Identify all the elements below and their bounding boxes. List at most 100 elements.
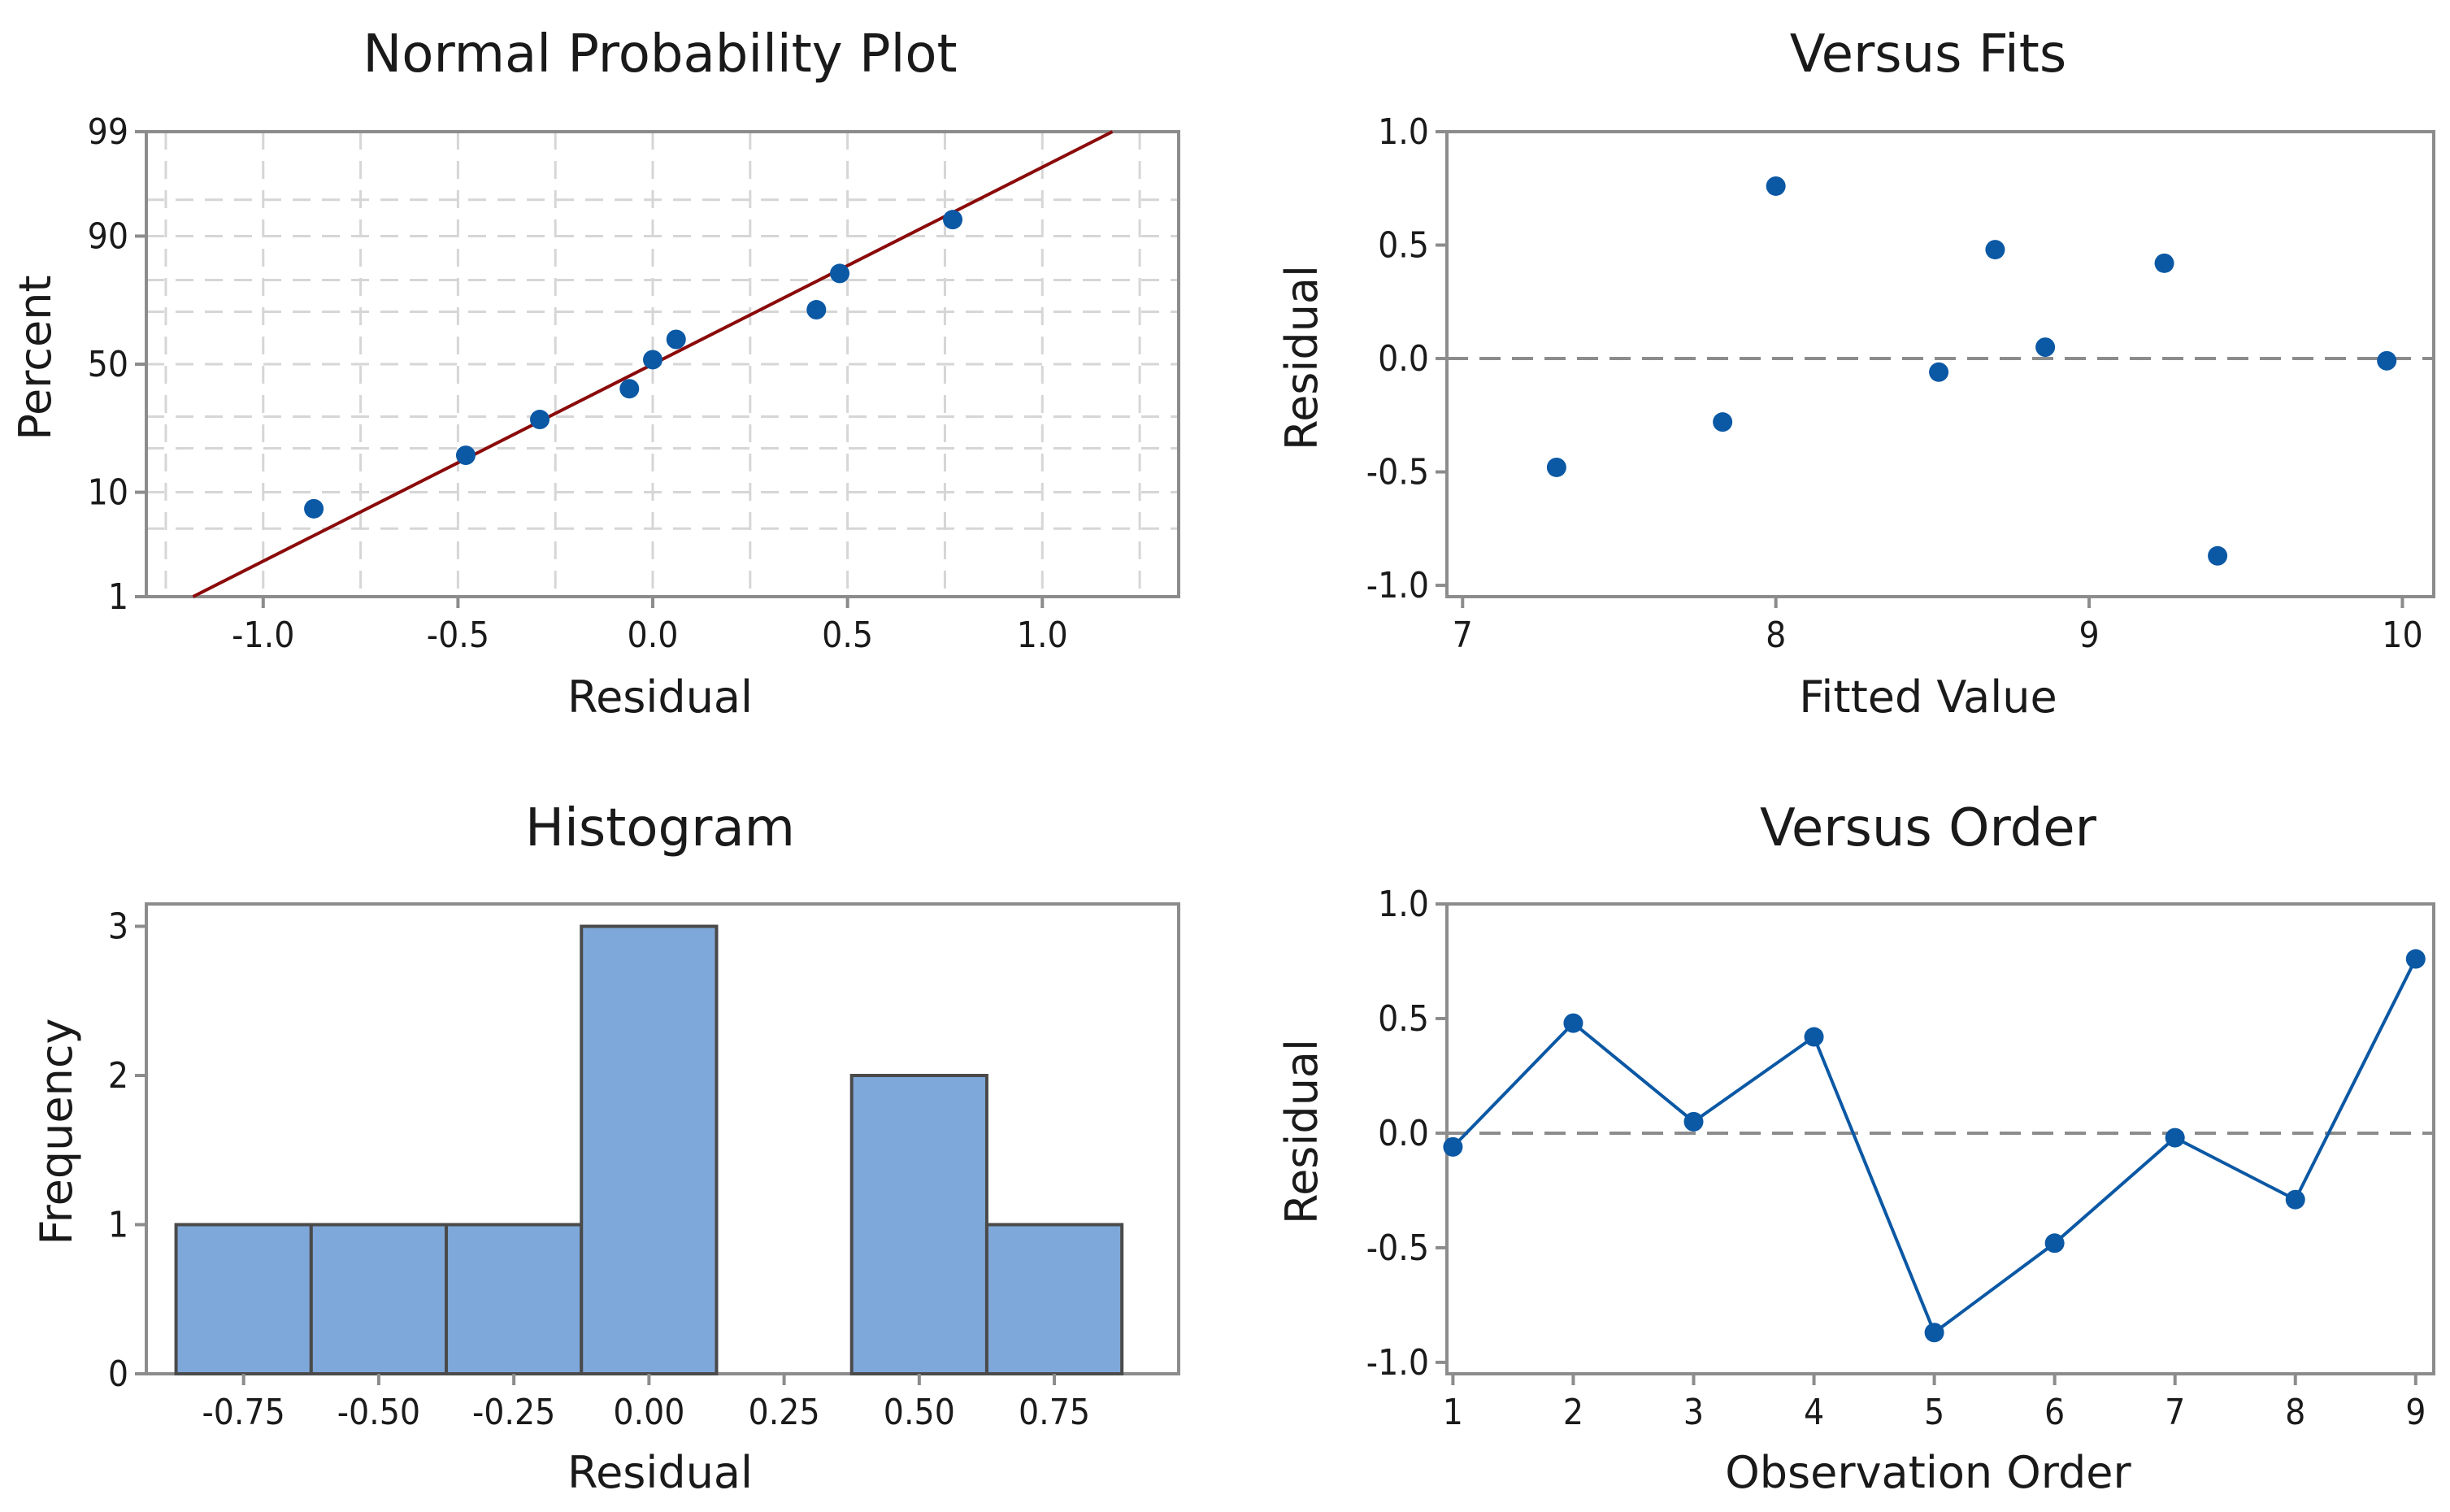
versus-fits-xlabel: Fitted Value bbox=[1799, 671, 2057, 723]
histogram-bar--0.75 bbox=[174, 1223, 313, 1375]
versus-order-x-tick-label: 9 bbox=[2405, 1392, 2426, 1433]
versus-fits-y-tick-label: -1.0 bbox=[1366, 565, 1429, 606]
normal-probability-point-2 bbox=[455, 445, 476, 466]
versus-order-x-tick-label: 7 bbox=[2165, 1392, 2185, 1433]
versus-order-y-tick-label: -1.0 bbox=[1366, 1342, 1429, 1384]
normal-probability-ylabel: Percent bbox=[10, 275, 61, 440]
normal-probability-point-4 bbox=[619, 379, 640, 399]
normal-probability-y-tick-label: 1 bbox=[108, 576, 128, 618]
histogram-title: Histogram bbox=[525, 798, 795, 858]
versus-order-ylabel: Residual bbox=[1276, 1039, 1327, 1224]
normal-probability-x-tick-label: 0.0 bbox=[628, 615, 679, 656]
versus-order-point-5 bbox=[1924, 1323, 1944, 1343]
histogram-bar--0.50 bbox=[309, 1223, 449, 1375]
versus-order-point-4 bbox=[1804, 1027, 1824, 1047]
versus-fits-x-tick-label: 9 bbox=[2079, 615, 2099, 656]
normal-probability-y-tick-label: 10 bbox=[88, 472, 128, 514]
histogram-x-tick-label: -0.75 bbox=[202, 1392, 285, 1433]
versus-order-x-tick-label: 5 bbox=[1924, 1392, 1944, 1433]
histogram-bar--0.25 bbox=[445, 1223, 584, 1375]
versus-fits-point-2 bbox=[1713, 412, 1733, 432]
versus-fits-point-3 bbox=[1766, 176, 1786, 196]
versus-order-y-tick-label: 0.5 bbox=[1378, 998, 1429, 1040]
versus-fits-y-tick-label: -0.5 bbox=[1366, 452, 1429, 493]
normal-probability-xlabel: Residual bbox=[567, 671, 753, 723]
versus-order-point-2 bbox=[1563, 1013, 1583, 1033]
versus-fits-point-8 bbox=[2208, 545, 2228, 566]
versus-fits-point-1 bbox=[1546, 457, 1566, 477]
normal-probability-point-6 bbox=[666, 329, 686, 350]
normal-probability-point-5 bbox=[643, 350, 663, 370]
versus-order-xlabel: Observation Order bbox=[1725, 1447, 2131, 1498]
versus-order-series-line bbox=[1451, 958, 2417, 1336]
normal-probability-panel: Normal Probability Plot Residual Percent… bbox=[10, 24, 1180, 723]
versus-fits-point-9 bbox=[2377, 350, 2397, 371]
normal-probability-x-tick-label: -1.0 bbox=[232, 615, 294, 656]
histogram-y-tick-label: 3 bbox=[108, 906, 128, 948]
versus-order-point-6 bbox=[2044, 1233, 2065, 1253]
versus-order-y-tick-label: -0.5 bbox=[1366, 1227, 1429, 1269]
normal-probability-point-7 bbox=[806, 300, 827, 320]
versus-order-x-tick-label: 4 bbox=[1804, 1392, 1824, 1433]
histogram-x-tick-label: 0.50 bbox=[884, 1392, 955, 1433]
versus-fits-frame bbox=[1445, 130, 2435, 598]
versus-order-x-tick-label: 2 bbox=[1563, 1392, 1583, 1433]
versus-fits-y-tick-label: 0.0 bbox=[1378, 338, 1429, 380]
histogram-plot-area: 0 1 2 3 -0.75 -0.50 -0.25 0.00 0.25 0.50 0.75 bbox=[108, 902, 1180, 1433]
versus-fits-x-tick-label: 10 bbox=[2382, 615, 2422, 656]
normal-probability-y-tick-label: 50 bbox=[88, 344, 128, 385]
versus-fits-plot-area: -1.0 -0.5 0.0 0.5 1.0 7 8 9 10 bbox=[1366, 111, 2435, 656]
versus-order-panel: Versus Order Observation Order Residual … bbox=[1276, 798, 2435, 1498]
versus-order-point-8 bbox=[2285, 1189, 2305, 1210]
histogram-bar-0.00 bbox=[580, 924, 719, 1375]
normal-probability-x-tick-label: 0.5 bbox=[822, 615, 873, 656]
normal-probability-plot-area: 1 10 50 90 99 -1.0 -0.5 0.0 0.5 1.0 bbox=[88, 111, 1180, 656]
histogram-xlabel: Residual bbox=[567, 1447, 753, 1498]
normal-probability-x-tick-label: 1.0 bbox=[1017, 615, 1068, 656]
histogram-x-tick-label: -0.25 bbox=[472, 1392, 555, 1433]
normal-probability-x-tick-label: -0.5 bbox=[427, 615, 489, 656]
versus-fits-point-7 bbox=[2154, 253, 2174, 273]
versus-fits-y-tick-label: 1.0 bbox=[1378, 111, 1429, 153]
normal-probability-point-8 bbox=[830, 263, 850, 284]
versus-order-x-tick-label: 1 bbox=[1443, 1392, 1463, 1433]
histogram-x-tick-label: 0.00 bbox=[613, 1392, 684, 1433]
normal-probability-y-tick-label: 90 bbox=[88, 215, 128, 257]
versus-order-point-7 bbox=[2165, 1127, 2185, 1148]
versus-order-frame bbox=[1445, 902, 2435, 1375]
histogram-y-tick-label: 0 bbox=[108, 1353, 128, 1395]
versus-order-point-1 bbox=[1443, 1136, 1463, 1157]
normal-probability-y-tick-label: 99 bbox=[88, 111, 128, 153]
versus-order-y-tick-label: 1.0 bbox=[1378, 884, 1429, 925]
normal-probability-point-9 bbox=[943, 210, 963, 230]
normal-probability-point-1 bbox=[304, 498, 324, 519]
versus-fits-x-tick-label: 8 bbox=[1766, 615, 1786, 656]
versus-order-x-tick-label: 8 bbox=[2285, 1392, 2305, 1433]
versus-fits-panel: Versus Fits Fitted Value Residual -1.0 -0… bbox=[1276, 24, 2435, 723]
histogram-x-tick-label: 0.75 bbox=[1019, 1392, 1090, 1433]
histogram-bar-0.75 bbox=[984, 1223, 1124, 1375]
versus-order-title: Versus Order bbox=[1760, 798, 2097, 858]
versus-order-y-tick-label: 0.0 bbox=[1378, 1113, 1429, 1154]
versus-order-x-tick-label: 6 bbox=[2044, 1392, 2065, 1433]
histogram-ylabel: Frequency bbox=[31, 1019, 82, 1245]
histogram-bar-0.50 bbox=[849, 1074, 988, 1375]
versus-fits-point-6 bbox=[2035, 337, 2056, 358]
versus-order-plot-area: -1.0 -0.5 0.0 0.5 1.0 1 2 3 4 5 6 7 8 9 bbox=[1366, 884, 2435, 1433]
normal-probability-point-3 bbox=[530, 410, 550, 430]
versus-fits-x-tick-label: 7 bbox=[1453, 615, 1473, 656]
versus-order-point-3 bbox=[1683, 1111, 1704, 1132]
versus-fits-point-5 bbox=[1985, 240, 2005, 260]
versus-fits-y-tick-label: 0.5 bbox=[1378, 225, 1429, 267]
versus-fits-ylabel: Residual bbox=[1276, 265, 1327, 450]
histogram-x-tick-label: 0.25 bbox=[749, 1392, 820, 1433]
normal-probability-title: Normal Probability Plot bbox=[363, 24, 957, 85]
histogram-x-tick-label: -0.50 bbox=[337, 1392, 420, 1433]
histogram-panel: Histogram Residual Frequency 0 1 2 3 -0.75 -0… bbox=[31, 798, 1180, 1498]
histogram-y-tick-label: 2 bbox=[108, 1055, 128, 1097]
versus-fits-point-4 bbox=[1929, 362, 1949, 382]
histogram-y-tick-label: 1 bbox=[108, 1205, 128, 1246]
versus-order-point-9 bbox=[2405, 949, 2426, 969]
versus-fits-title: Versus Fits bbox=[1790, 24, 2066, 85]
